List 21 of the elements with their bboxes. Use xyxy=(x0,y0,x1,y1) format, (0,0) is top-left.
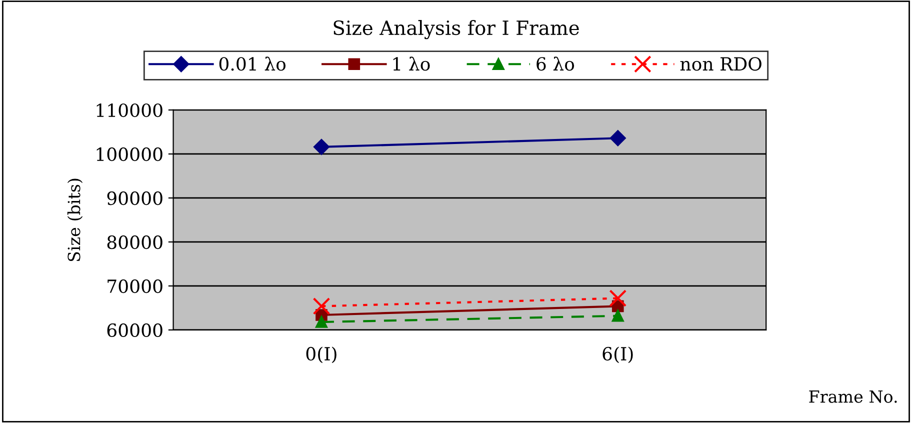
y-tick-label: 90000 xyxy=(107,191,162,206)
y-tick-label: 60000 xyxy=(107,323,162,338)
y-tick-label: 100000 xyxy=(96,147,162,162)
y-tick-label: 70000 xyxy=(108,279,162,294)
legend-label: non RDO xyxy=(680,57,762,71)
y-axis-title: Size (bits) xyxy=(67,178,83,262)
point xyxy=(610,130,626,146)
point xyxy=(312,298,330,315)
legend-label: 6 λo xyxy=(536,56,574,71)
point xyxy=(314,139,330,155)
legend-label: 1 λo xyxy=(393,56,430,71)
y-tick-label: 80000 xyxy=(107,235,162,250)
x-axis-title: Frame No. xyxy=(809,390,897,403)
chart-title: Size Analysis for I Frame xyxy=(334,20,579,40)
x-tick-label: 0(I) xyxy=(306,346,336,364)
point xyxy=(612,310,624,322)
point xyxy=(609,290,627,307)
legend-label: 0.01 λo xyxy=(219,56,286,71)
x-tick-label: 6(I) xyxy=(602,346,633,364)
point xyxy=(316,316,328,328)
y-tick-label: 110000 xyxy=(96,103,162,118)
